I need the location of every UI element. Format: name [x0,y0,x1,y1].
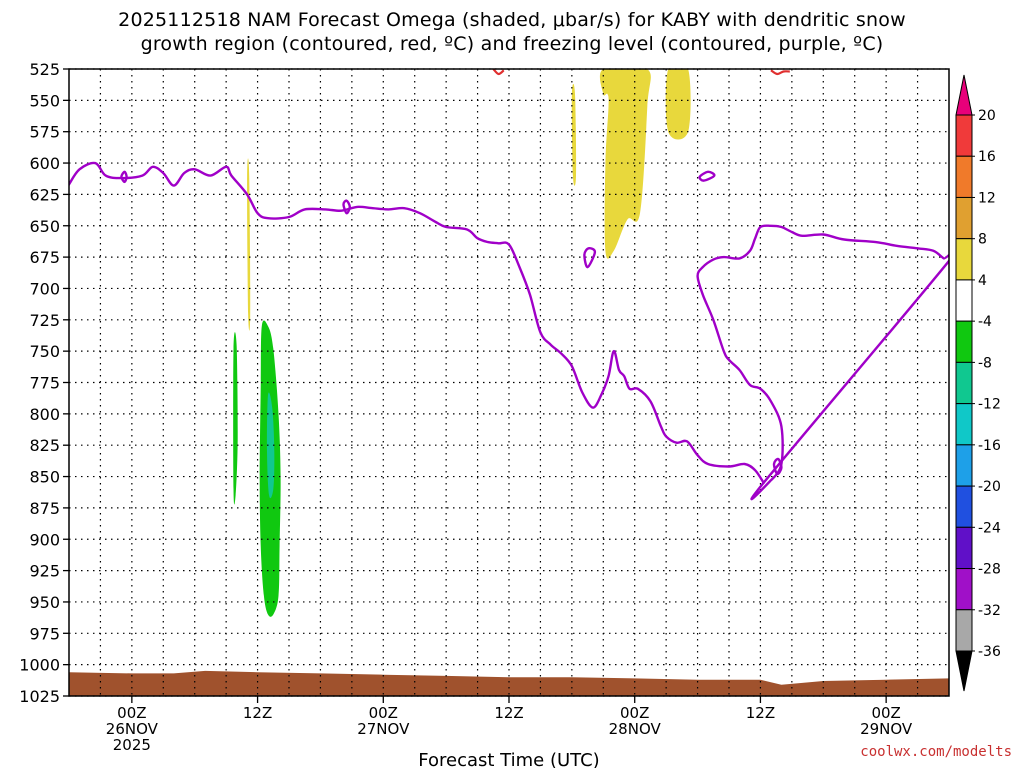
colorbar-label-12: -32 [978,603,1001,619]
y-tick-label-675: 675 [29,248,60,267]
colorbar-segment-10 [955,526,973,570]
colorbar: 20 16 12 8 4 -4 -8 -12 -16 -20 -24 -28 -32 -36 [955,74,1001,692]
contour-layer [69,69,949,501]
x-tick-label-54-0: 00Z [620,704,649,722]
x-axis-title: Forecast Time (UTC) [418,750,599,768]
x-tick-label-54-1: 28NOV [609,720,662,738]
colorbar-segment-7 [955,403,973,446]
colorbar-segment-4 [955,279,973,322]
x-tick-label-6-0: 00Z [117,704,146,722]
y-tick-label-875: 875 [29,499,60,518]
x-tick-label-42-0: 12Z [494,704,523,722]
colorbar-label-4: 4 [978,273,987,289]
colorbar-segment-5 [955,320,973,363]
chart-title-line1: 2025112518 NAM Forecast Omega (shaded, μ… [118,9,906,31]
omega-region-green-strip-thin [233,332,238,505]
y-tick-label-600: 600 [29,154,60,173]
y-tick-label-825: 825 [29,436,60,455]
omega-region-yellow-thin-575 [571,83,577,186]
y-tick-label-625: 625 [29,185,60,204]
colorbar-segment-12 [955,609,973,652]
colorbar-label-3: 8 [978,232,987,248]
colorbar-label-5: -4 [978,314,992,330]
colorbar-segment-1 [955,155,973,198]
omega-region-teal-core [266,392,275,499]
omega-region-yellow-strip-12Z [247,158,251,331]
omega-shading-layer [69,69,949,696]
surface-ground-fill [69,670,949,696]
y-tick-label-1000: 1000 [19,656,60,675]
y-tick-label-975: 975 [29,624,60,643]
freezing-level-fz-main-line [69,161,765,484]
colorbar-under-arrow [955,650,973,692]
y-tick-label-900: 900 [29,530,60,549]
freezing-level-fz-small-0-e [772,457,783,476]
colorbar-label-1: 16 [978,149,996,165]
x-tick-label-30-0: 00Z [369,704,398,722]
colorbar-label-7: -12 [978,397,1001,413]
x-tick-label-6-2: 2025 [113,736,151,754]
x-tick-label-30-1: 27NOV [357,720,410,738]
x-tick-label-18-0: 12Z [243,704,272,722]
colorbar-label-6: -8 [978,355,992,371]
colorbar-segment-2 [955,196,973,240]
x-tick-label-78-1: 29NOV [860,720,913,738]
y-tick-label-550: 550 [29,91,60,110]
y-tick-label-1025: 1025 [19,687,60,706]
x-tick-label-6-1: 26NOV [106,720,159,738]
x-tick-label-78-0: 00Z [871,704,900,722]
y-tick-label-525: 525 [29,60,60,79]
colorbar-over-arrow [955,74,973,116]
colorbar-label-10: -24 [978,520,1001,536]
axes-layer: 525 550 575 600 625 650 675 700 725 750 775 800 825 8… [19,60,913,754]
colorbar-label-11: -28 [978,562,1001,578]
colorbar-segment-3 [955,238,973,281]
source-credit: coolwx.com/modelts [860,744,1012,760]
dgz-contour-dgz-red-right [770,69,790,76]
colorbar-segment-6 [955,361,973,405]
dgz-contour-dgz-red-left [492,69,505,76]
colorbar-segment-0 [955,114,973,157]
colorbar-label-2: 12 [978,190,996,206]
freezing-level-fz-small-0-d [698,170,716,182]
freezing-level-fz-small-0-a [120,170,128,184]
colorbar-segment-9 [955,485,973,528]
y-tick-label-750: 750 [29,342,60,361]
y-tick-label-775: 775 [29,374,60,393]
y-tick-label-950: 950 [29,593,60,612]
freezing-level-fz-small-0-b [342,199,351,215]
freezing-level-fz-small-0-c [583,247,597,269]
colorbar-label-9: -20 [978,479,1001,495]
y-tick-label-850: 850 [29,468,60,487]
y-tick-label-700: 700 [29,279,60,298]
colorbar-segment-11 [955,568,973,611]
colorbar-label-0: 20 [978,108,996,124]
freezing-level-fz-loop-large [696,224,949,501]
omega-region-yellow-main [599,69,651,259]
colorbar-label-13: -36 [978,644,1001,660]
x-tick-label-66-0: 12Z [746,704,775,722]
chart-title-line2: growth region (contoured, red, ºC) and f… [140,33,884,55]
colorbar-segment-8 [955,444,973,487]
y-tick-label-725: 725 [29,311,60,330]
y-tick-label-575: 575 [29,123,60,142]
y-tick-label-800: 800 [29,405,60,424]
colorbar-label-8: -16 [978,438,1001,454]
y-tick-label-650: 650 [29,217,60,236]
y-tick-label-925: 925 [29,562,60,581]
omega-region-yellow-right [665,69,691,140]
